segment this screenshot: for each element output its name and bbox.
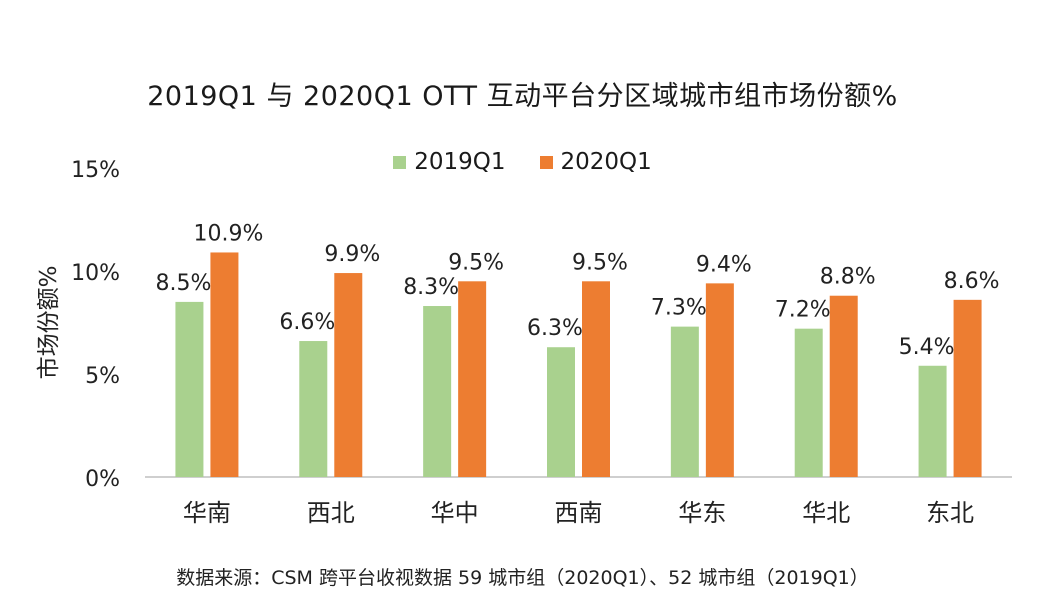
bar-2020q1 (458, 281, 487, 477)
bar-2019q1 (175, 301, 204, 477)
bar-2019q1 (299, 341, 328, 477)
bar-2020q1 (334, 273, 363, 477)
legend-item-2019q1: 2019Q1 (393, 149, 506, 175)
bar-2019q1 (547, 347, 575, 477)
data-label: 8.5% (155, 271, 211, 296)
data-label: 7.3% (651, 296, 707, 321)
y-axis-title: 市场份额% (36, 266, 62, 380)
x-tick-label: 华北 (802, 499, 850, 527)
x-tick-label: 华中 (431, 499, 479, 527)
bar-2019q1 (918, 365, 947, 477)
legend-item-2020q1: 2020Q1 (539, 149, 652, 175)
legend-label-2020q1: 2020Q1 (560, 149, 652, 175)
data-label: 9.5% (448, 250, 504, 275)
y-tick-label: 15% (71, 158, 120, 183)
data-label: 10.9% (193, 221, 263, 246)
source-note: 数据来源：CSM 跨平台收视数据 59 城市组（2020Q1）、52 城市组（2… (176, 567, 869, 589)
x-tick-label: 华南 (183, 499, 231, 527)
bar-2019q1 (423, 306, 452, 477)
data-label: 9.4% (696, 252, 752, 277)
chart-title: 2019Q1 与 2020Q1 OTT 互动平台分区域城市组市场份额% (147, 81, 898, 112)
y-tick-label: 10% (71, 261, 120, 286)
bar-2020q1 (829, 295, 858, 477)
x-tick-label: 西北 (307, 499, 355, 527)
data-label: 6.6% (279, 310, 335, 335)
data-label: 5.4% (899, 335, 955, 360)
data-label: 8.3% (403, 275, 459, 300)
bar-2020q1 (582, 281, 610, 477)
x-tick-label: 东北 (926, 499, 974, 527)
bar-2020q1 (953, 299, 982, 477)
bar-2020q1 (210, 252, 239, 477)
y-tick-label: 5% (85, 364, 120, 389)
bar-2019q1 (670, 326, 699, 477)
legend-swatch-2019q1 (393, 155, 407, 169)
x-tick-label: 西南 (555, 499, 603, 527)
x-tick-label: 华东 (678, 499, 726, 527)
y-tick-label: 0% (85, 467, 120, 492)
data-label: 8.8% (820, 265, 876, 290)
data-label: 9.9% (324, 242, 380, 267)
bar-2019q1 (794, 328, 823, 477)
data-label: 6.3% (527, 316, 583, 341)
data-label: 7.2% (775, 298, 831, 323)
bar-2020q1 (705, 283, 734, 477)
legend: 2019Q1 2020Q1 (0, 149, 1045, 175)
data-label: 9.5% (572, 250, 628, 275)
legend-swatch-2020q1 (539, 155, 553, 169)
data-label: 8.6% (944, 269, 1000, 294)
legend-label-2019q1: 2019Q1 (414, 149, 506, 175)
